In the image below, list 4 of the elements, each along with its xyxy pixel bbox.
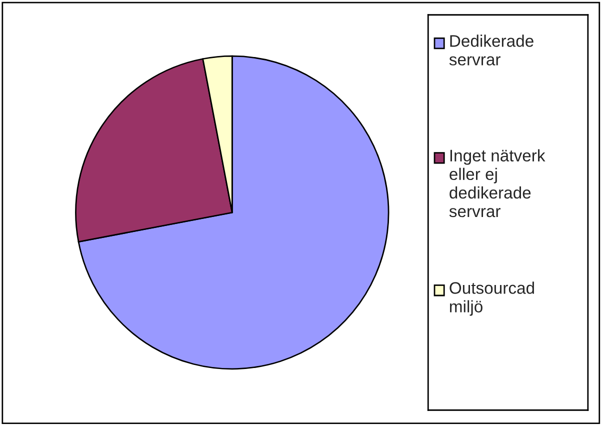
- legend-label: Outsourcad miljö: [450, 282, 534, 316]
- pie-slice: [78, 55, 390, 370]
- legend-label: Dedikerade servrar: [449, 34, 534, 66]
- legend-label: Inget nätverk eller ej dedikerade servrar: [449, 149, 546, 218]
